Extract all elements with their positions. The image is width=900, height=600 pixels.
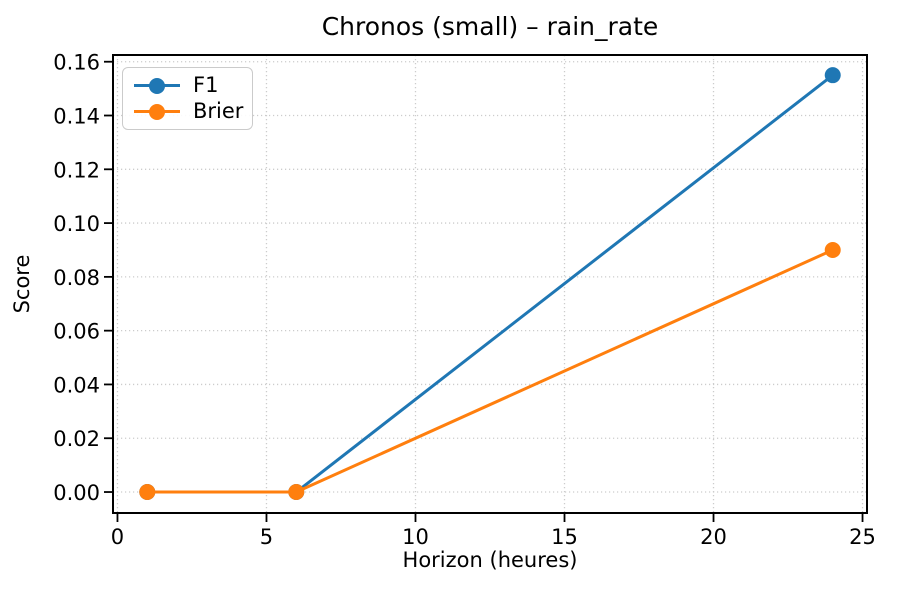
y-tick-label: 0.02: [53, 427, 100, 451]
data-point-f1: [824, 67, 841, 84]
y-tick-label: 0.14: [53, 105, 100, 129]
x-axis-label: Horizon (heures): [402, 548, 578, 572]
x-tick-label: 20: [700, 525, 727, 549]
y-tick-label: 0.12: [53, 158, 100, 182]
series-line-brier: [145, 248, 835, 494]
legend-item-brier: Brier: [134, 99, 246, 124]
y-tick-label: 0.06: [53, 320, 100, 344]
x-tick-label: 0: [111, 525, 124, 549]
data-point-brier: [824, 241, 841, 258]
y-tick-label: 0.04: [53, 373, 100, 397]
legend-line-marker-icon: [134, 103, 180, 120]
legend-label-brier: Brier: [193, 99, 244, 123]
data-point-brier: [288, 484, 305, 501]
x-tick-label: 10: [402, 525, 429, 549]
x-tick-label: 15: [551, 525, 578, 549]
chart-title: Chronos (small) – rain_rate: [321, 12, 659, 41]
data-point-brier: [139, 484, 156, 501]
y-axis-label: Score: [10, 254, 34, 314]
y-tick-label: 0.16: [53, 51, 100, 75]
legend-label-f1: F1: [193, 73, 219, 97]
series-line-f1: [145, 73, 835, 494]
y-tick-label: 0.08: [53, 266, 100, 290]
axes-spines: [112, 54, 868, 514]
x-tick-label: 5: [260, 525, 273, 549]
legend-item-f1: F1: [134, 73, 246, 98]
legend: F1 Brier: [122, 67, 253, 130]
y-tick-label: 0.10: [53, 212, 100, 236]
x-tick-label: 25: [849, 525, 876, 549]
legend-line-marker-icon: [134, 77, 180, 94]
y-tick-label: 0.00: [53, 481, 100, 505]
